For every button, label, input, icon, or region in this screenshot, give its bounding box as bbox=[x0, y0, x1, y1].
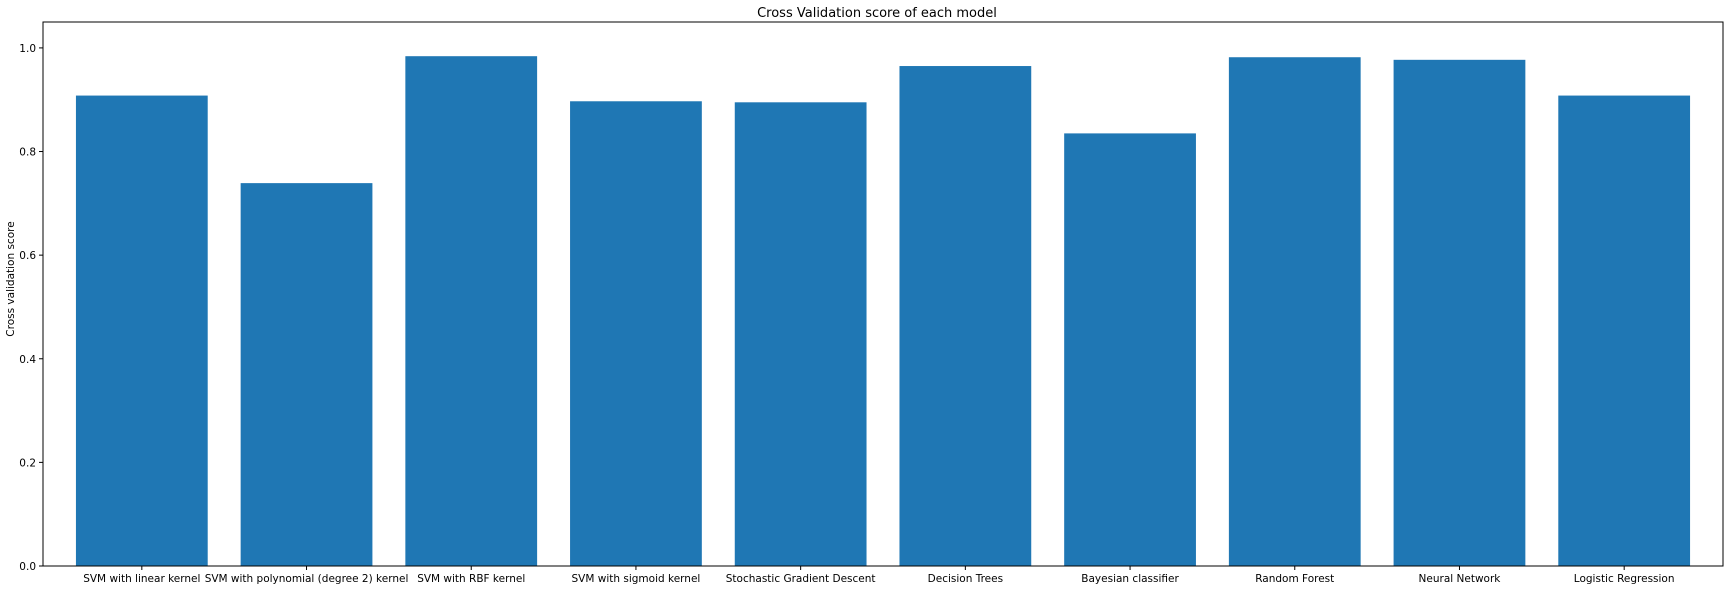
bar-4 bbox=[734, 102, 867, 567]
bar-5 bbox=[899, 66, 1032, 567]
bars-layer bbox=[75, 56, 1691, 567]
x-axis-ticks: SVM with linear kernel SVM with polynomia… bbox=[83, 566, 1675, 585]
y-axis-ticks: 0.0 0.2 0.4 0.6 0.8 1.0 bbox=[19, 43, 43, 573]
x-tick-label: SVM with RBF kernel bbox=[417, 573, 525, 585]
x-tick-label: SVM with sigmoid kernel bbox=[572, 573, 701, 585]
bar-3 bbox=[570, 101, 702, 567]
x-tick-label: Decision Trees bbox=[928, 573, 1003, 585]
x-tick-label: Bayesian classifier bbox=[1081, 573, 1179, 585]
y-tick-label: 0.6 bbox=[19, 250, 36, 262]
y-tick-label: 0.2 bbox=[19, 457, 36, 469]
bar-8 bbox=[1393, 59, 1526, 566]
y-tick-label: 0.0 bbox=[19, 561, 36, 573]
x-tick-label: Neural Network bbox=[1419, 573, 1502, 585]
x-tick-label: SVM with polynomial (degree 2) kernel bbox=[205, 573, 409, 585]
x-tick-label: Logistic Regression bbox=[1574, 573, 1675, 585]
y-tick-label: 1.0 bbox=[19, 43, 36, 55]
plot-frame bbox=[42, 21, 1724, 567]
bar-0 bbox=[75, 95, 208, 567]
bar-1 bbox=[240, 183, 373, 566]
x-tick-label: SVM with linear kernel bbox=[83, 573, 200, 585]
y-tick-label: 0.8 bbox=[19, 147, 36, 159]
y-tick-label: 0.4 bbox=[19, 354, 36, 366]
bar-6 bbox=[1064, 133, 1196, 566]
y-axis-label: Cross validation score bbox=[5, 221, 17, 336]
bar-7 bbox=[1228, 57, 1361, 567]
bar-2 bbox=[405, 56, 538, 567]
bar-9 bbox=[1558, 95, 1691, 567]
x-tick-label: Stochastic Gradient Descent bbox=[726, 573, 876, 585]
x-tick-label: Random Forest bbox=[1255, 573, 1334, 585]
chart-title: Cross Validation score of each model bbox=[757, 6, 997, 21]
